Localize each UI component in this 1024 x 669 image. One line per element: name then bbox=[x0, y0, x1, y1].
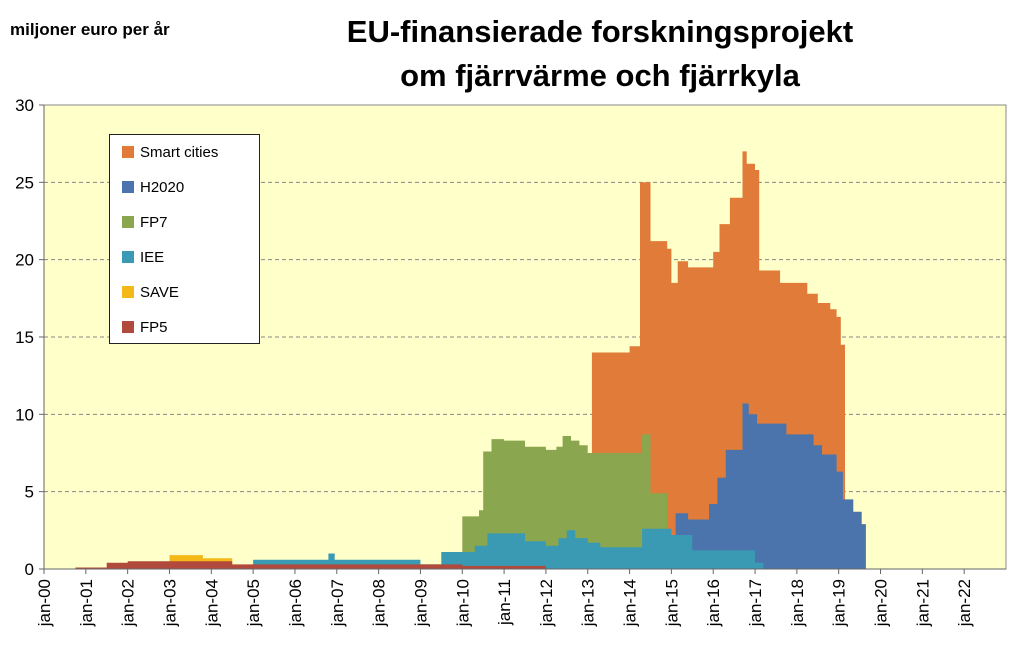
legend-item-fp7: FP7 bbox=[122, 212, 168, 232]
legend-swatch bbox=[122, 181, 134, 193]
x-tick-label: jan-20 bbox=[872, 579, 891, 627]
chart-title-line-2: om fjärrvärme och fjärrkyla bbox=[400, 58, 800, 93]
legend-label: H2020 bbox=[140, 178, 185, 196]
x-tick-label: jan-09 bbox=[411, 579, 430, 627]
y-axis-unit-label: miljoner euro per år bbox=[10, 20, 170, 39]
x-tick-label: jan-06 bbox=[286, 579, 305, 627]
series-area-h2020 bbox=[675, 403, 866, 569]
x-tick-label: jan-17 bbox=[746, 579, 765, 627]
x-tick-label: jan-16 bbox=[704, 579, 723, 627]
legend-label: FP5 bbox=[140, 318, 168, 336]
y-tick-label: 5 bbox=[25, 483, 34, 502]
series-area-iee bbox=[253, 528, 764, 569]
x-tick-label: jan-07 bbox=[328, 579, 347, 627]
legend-item-smart-cities: Smart cities bbox=[122, 142, 218, 162]
y-tick-label: 25 bbox=[15, 173, 34, 192]
x-tick-label: jan-04 bbox=[202, 579, 221, 627]
legend-swatch bbox=[122, 216, 134, 228]
legend-label: FP7 bbox=[140, 213, 168, 231]
legend-swatch bbox=[122, 146, 134, 158]
y-tick-label: 10 bbox=[15, 405, 34, 424]
chart-title-line-1: EU-finansierade forskningsprojekt bbox=[346, 14, 854, 49]
legend-item-h2020: H2020 bbox=[122, 177, 184, 197]
series-area-fp5 bbox=[75, 561, 546, 569]
y-tick-label: 15 bbox=[15, 328, 34, 347]
x-tick-label: jan-19 bbox=[830, 579, 849, 627]
x-tick-label: jan-01 bbox=[77, 579, 96, 627]
y-tick-label: 20 bbox=[15, 251, 34, 270]
legend-swatch bbox=[122, 251, 134, 263]
x-tick-label: jan-05 bbox=[244, 579, 263, 627]
x-tick-label: jan-18 bbox=[788, 579, 807, 627]
legend-swatch bbox=[122, 321, 134, 333]
x-tick-label: jan-13 bbox=[579, 579, 598, 627]
x-tick-label: jan-15 bbox=[662, 579, 681, 627]
x-tick-label: jan-02 bbox=[119, 579, 138, 627]
x-tick-label: jan-03 bbox=[160, 579, 179, 627]
x-tick-label: jan-14 bbox=[621, 579, 640, 627]
legend-swatch bbox=[122, 286, 134, 298]
x-tick-label: jan-12 bbox=[537, 579, 556, 627]
x-tick-label: jan-22 bbox=[955, 579, 974, 627]
legend-item-iee: IEE bbox=[122, 247, 164, 267]
chart-legend: Smart cities H2020 FP7 IEE SAVE FP5 bbox=[109, 134, 260, 344]
legend-label: SAVE bbox=[140, 283, 179, 301]
grid-lines bbox=[44, 181, 1006, 493]
chart-title: EU-finansierade forskningsprojekt om fjä… bbox=[290, 10, 910, 98]
legend-label: Smart cities bbox=[140, 143, 219, 161]
x-tick-label: jan-11 bbox=[495, 579, 514, 626]
x-tick-label: jan-00 bbox=[35, 579, 54, 627]
y-tick-label: 30 bbox=[15, 96, 34, 115]
legend-item-fp5: FP5 bbox=[122, 317, 168, 337]
series-areas bbox=[75, 151, 866, 569]
axes: 0 5 10 15 20 25 30 jan-00 jan-01 jan-02 jan-03 jan-… bbox=[15, 96, 1006, 627]
legend-item-save: SAVE bbox=[122, 282, 179, 302]
y-tick-label: 0 bbox=[25, 560, 34, 579]
x-tick-label: jan-21 bbox=[913, 579, 932, 627]
legend-label: IEE bbox=[140, 248, 165, 266]
x-tick-label: jan-10 bbox=[453, 579, 472, 627]
x-tick-label: jan-08 bbox=[370, 579, 389, 627]
